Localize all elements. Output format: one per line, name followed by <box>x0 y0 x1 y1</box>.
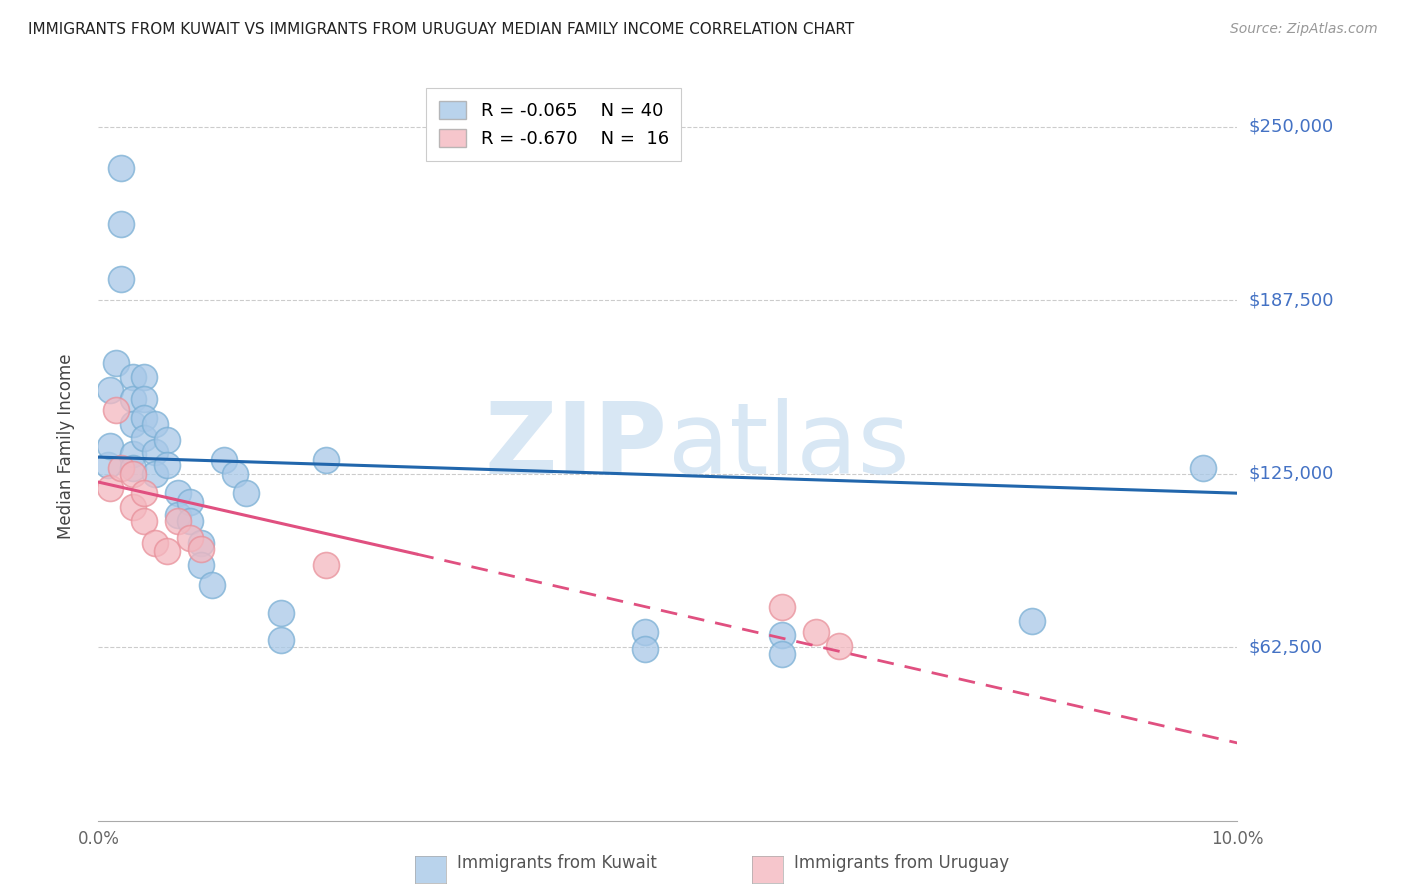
Point <box>179 514 201 528</box>
Point <box>270 606 292 620</box>
Point <box>770 599 793 614</box>
Point <box>104 403 127 417</box>
Text: atlas: atlas <box>668 398 910 494</box>
Point <box>634 624 657 639</box>
Point <box>110 217 132 231</box>
Point <box>156 544 179 558</box>
Point <box>167 486 190 500</box>
Point <box>270 633 292 648</box>
Point <box>315 558 337 573</box>
Text: $125,000: $125,000 <box>1249 465 1334 483</box>
Text: Immigrants from Uruguay: Immigrants from Uruguay <box>794 855 1010 872</box>
Point <box>98 384 121 398</box>
Point <box>145 444 167 458</box>
Point <box>190 541 212 556</box>
Point <box>224 467 246 481</box>
Point <box>179 494 201 508</box>
Point <box>167 508 190 523</box>
Point <box>132 431 155 445</box>
Point <box>201 578 224 592</box>
Point <box>132 369 155 384</box>
Point <box>1192 461 1215 475</box>
Point <box>235 486 257 500</box>
Point <box>121 392 143 406</box>
Point <box>145 417 167 431</box>
Text: $250,000: $250,000 <box>1249 118 1334 136</box>
Text: $62,500: $62,500 <box>1249 638 1323 657</box>
Point <box>98 481 121 495</box>
Point <box>770 628 793 642</box>
Point <box>770 647 793 661</box>
Point <box>104 356 127 370</box>
Point <box>190 558 212 573</box>
Point <box>634 641 657 656</box>
Point <box>315 453 337 467</box>
Legend: R = -0.065    N = 40, R = -0.670    N =  16: R = -0.065 N = 40, R = -0.670 N = 16 <box>426 88 682 161</box>
Point <box>190 536 212 550</box>
Point <box>804 624 827 639</box>
Point <box>121 447 143 461</box>
Y-axis label: Median Family Income: Median Family Income <box>56 353 75 539</box>
Text: ZIP: ZIP <box>485 398 668 494</box>
Point <box>121 369 143 384</box>
Point <box>132 514 155 528</box>
Point <box>167 514 190 528</box>
Point <box>110 161 132 176</box>
Point <box>132 411 155 425</box>
Point <box>179 531 201 545</box>
Point <box>1021 614 1043 628</box>
Point <box>156 458 179 473</box>
Text: IMMIGRANTS FROM KUWAIT VS IMMIGRANTS FROM URUGUAY MEDIAN FAMILY INCOME CORRELATI: IMMIGRANTS FROM KUWAIT VS IMMIGRANTS FRO… <box>28 22 855 37</box>
Point <box>110 272 132 286</box>
Point <box>132 486 155 500</box>
Text: Source: ZipAtlas.com: Source: ZipAtlas.com <box>1230 22 1378 37</box>
Point <box>98 439 121 453</box>
Point <box>132 392 155 406</box>
Point <box>121 467 143 481</box>
Point <box>96 458 118 473</box>
Point <box>121 500 143 514</box>
Point <box>828 639 851 653</box>
Text: $187,500: $187,500 <box>1249 292 1334 310</box>
Point <box>121 461 143 475</box>
Point <box>121 417 143 431</box>
Point <box>145 467 167 481</box>
Point <box>145 536 167 550</box>
Point <box>110 461 132 475</box>
Point <box>156 434 179 448</box>
Point <box>212 453 235 467</box>
Text: Immigrants from Kuwait: Immigrants from Kuwait <box>457 855 657 872</box>
